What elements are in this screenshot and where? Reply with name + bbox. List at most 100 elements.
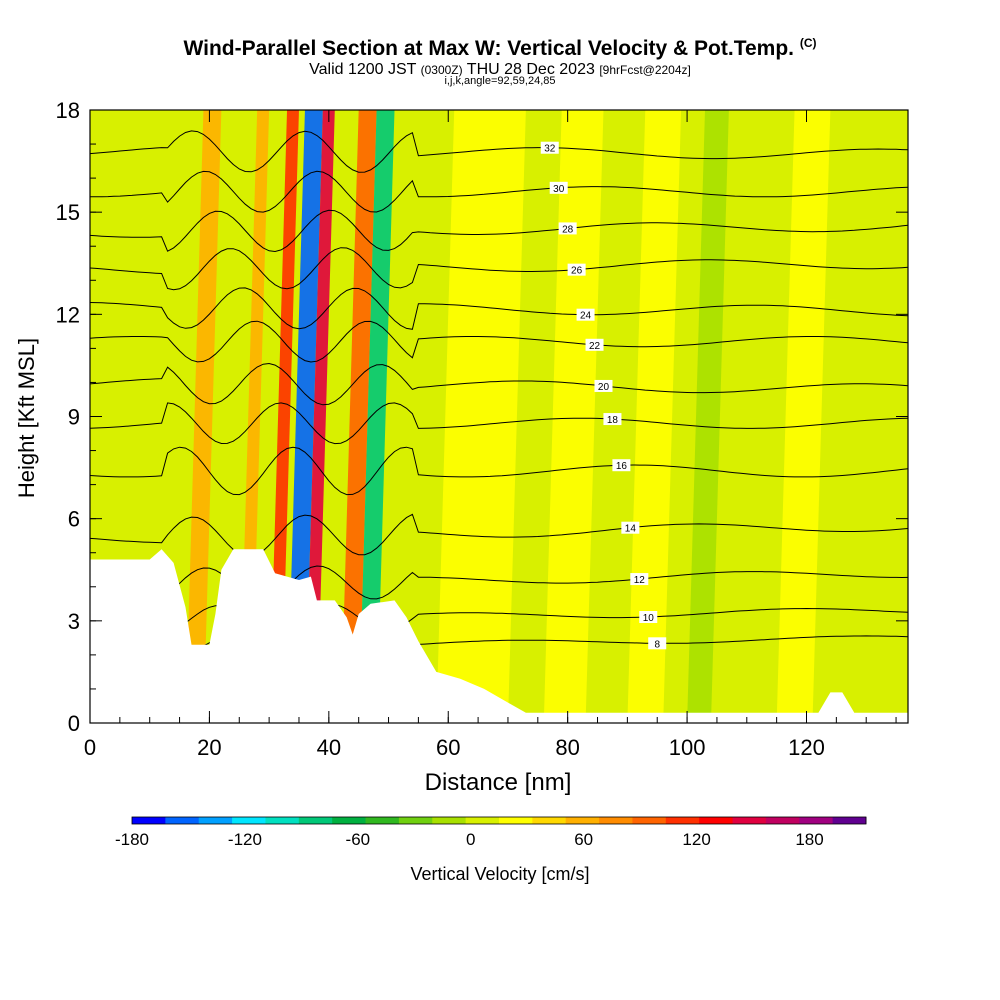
colorbar-tick--60: -60 [346,830,371,849]
theta-label-bg-28 [558,222,577,235]
colorbar-frame [131,816,867,825]
copyright-mark: (C) [799,36,817,50]
theta-label-bg-8 [648,637,667,650]
theta-label-bg-20 [594,379,613,392]
y-tick-label-3: 3 [68,609,80,634]
theta-contour-24 [90,287,908,330]
velocity-band-10 [687,110,729,723]
colorbar-swatch-16 [665,817,700,824]
colorbar-swatch-15 [632,817,667,824]
colorbar-swatch-20 [799,817,834,824]
grid-indices: i,j,k,angle=92,59,24,85 [444,75,556,87]
theta-label-bg-16 [612,459,631,472]
valid-prefix: Valid 1200 JST [309,61,417,78]
theta-label-bg-12 [630,573,649,586]
theta-contour-28 [90,209,908,253]
theta-label-10: 10 [643,613,655,624]
theta-label-bg-18 [603,413,622,426]
theta-label-30: 30 [553,184,565,195]
x-tick-label-20: 20 [197,735,221,760]
theta-label-bg-30 [549,181,568,194]
theta-contour-14 [90,513,908,558]
theta-label-12: 12 [634,575,646,586]
velocity-band-0 [185,110,222,723]
velocity-band-7 [436,110,526,723]
velocity-band-11 [776,110,831,723]
x-tick-label-120: 120 [788,735,825,760]
theta-label-24: 24 [580,311,592,322]
colorbar-swatch-7 [365,817,400,824]
colorbar-swatch-19 [765,817,800,824]
theta-label-bg-22 [585,338,604,351]
theta-contour-32 [90,130,908,173]
chart-title: Wind-Parallel Section at Max W: Vertical… [0,36,1000,61]
theta-label-28: 28 [562,224,574,235]
theta-contour-26 [90,247,908,291]
y-tick-label-15: 15 [56,200,80,225]
theta-label-bg-26 [567,263,586,276]
velocity-band-8 [543,110,604,723]
colorbar-swatch-9 [432,817,467,824]
plot-axes: 0 20 40 60 80 100 120 0 3 6 9 12 15 18 [56,98,909,760]
x-tick-label-80: 80 [555,735,579,760]
theta-label-bg-14 [621,521,640,534]
x-tick-label-100: 100 [669,735,706,760]
theta-label-20: 20 [598,382,610,393]
theta-label-32: 32 [544,144,556,155]
theta-label-8: 8 [654,639,660,650]
colorbar-swatch-12 [532,817,567,824]
colorbar-swatch-1 [165,817,200,824]
colorbar-swatch-10 [465,817,500,824]
theta-label-14: 14 [625,524,637,535]
colorbar-swatch-18 [732,817,767,824]
colorbar-swatch-0 [132,817,166,824]
colorbar-swatch-2 [198,817,233,824]
theta-contour-18 [90,402,908,445]
colorbar-tick--180: -180 [115,830,149,849]
colorbar-swatch-17 [699,817,734,824]
colorbar-swatch-5 [298,817,333,824]
colorbar-swatch-3 [232,817,266,824]
colorbar-swatch-4 [265,817,300,824]
colorbar-swatch-21 [832,817,867,824]
theta-label-bg-10 [639,611,658,624]
colorbar-swatch-6 [332,817,367,824]
theta-label-18: 18 [607,415,619,426]
colorbar-tick-180: 180 [795,830,823,849]
theta-label-16: 16 [616,461,628,472]
y-tick-label-18: 18 [56,98,80,123]
colorbar-tick--120: -120 [228,830,262,849]
colorbar-tick-60: 60 [574,830,593,849]
theta-contour-20 [90,362,908,406]
y-tick-label-6: 6 [68,507,80,532]
velocity-band-2 [269,110,299,723]
chart-title-text: Wind-Parallel Section at Max W: Vertical… [183,37,794,60]
colorbar-swatch-14 [599,817,633,824]
valid-utc: (0300Z) [420,63,463,77]
y-tick-label-0: 0 [68,711,80,736]
theta-label-bg-24 [576,308,595,321]
theta-contour-30 [90,170,908,213]
potential-temperature-contours: 8 10 12 14 16 18 20 22 24 26 28 30 32 [90,130,908,658]
forecast-info: [9hrFcst@2204z] [599,63,691,77]
terrain-mask [90,549,908,723]
y-tick-label-9: 9 [68,405,80,430]
velocity-band-4 [304,110,335,723]
velocity-band-6 [358,110,395,723]
theta-contour-16 [90,446,908,496]
colorbar-tick-0: 0 [466,830,475,849]
colorbar-swatch-8 [398,817,433,824]
colorbar: -180 -120 -60 0 60 120 180 [115,816,867,849]
x-tick-label-60: 60 [436,735,460,760]
valid-time-line: Valid 1200 JST (0300Z) THU 28 Dec 2023 [… [0,61,1000,79]
terrain-shape [90,549,908,723]
colorbar-swatch-13 [565,817,600,824]
colorbar-swatch-11 [499,817,533,824]
x-tick-label-40: 40 [317,735,341,760]
theta-label-bg-32 [540,141,559,154]
velocity-band-3 [287,110,323,723]
x-tick-label-0: 0 [84,735,96,760]
theta-label-26: 26 [571,266,583,277]
theta-contour-22 [90,320,908,363]
